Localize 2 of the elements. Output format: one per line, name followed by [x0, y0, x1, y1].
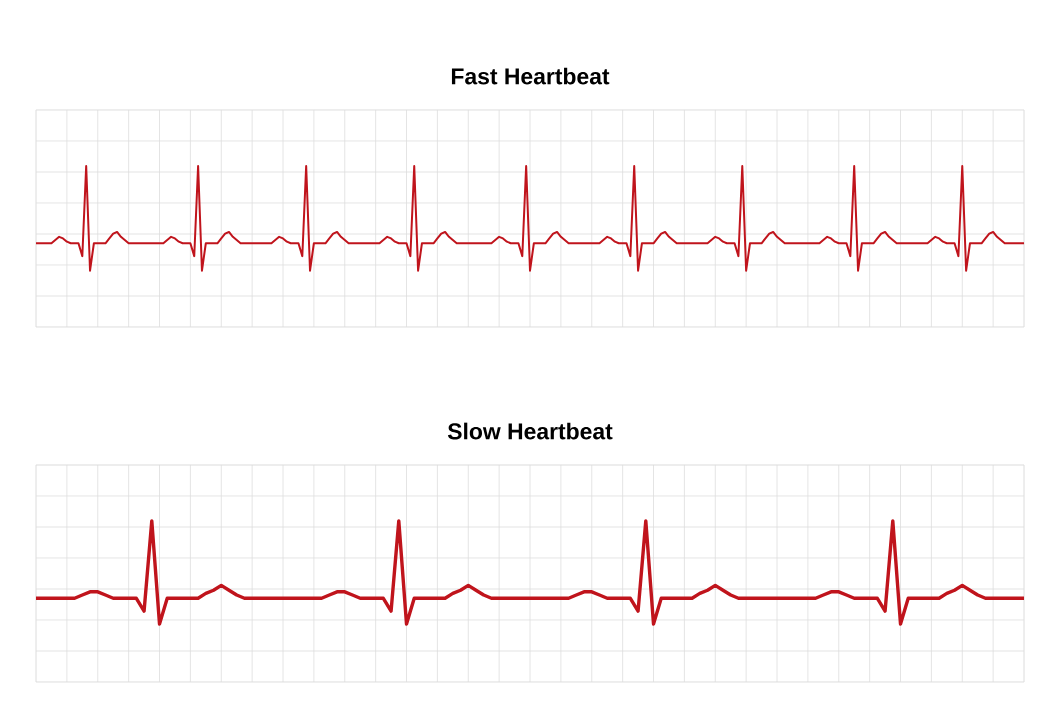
chart-title: Fast Heartbeat [451, 67, 610, 85]
chart-title: Slow Heartbeat [447, 422, 613, 440]
